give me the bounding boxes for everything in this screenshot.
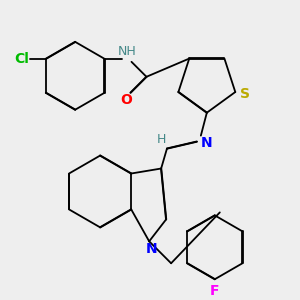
Text: H: H [156, 133, 166, 146]
Text: N: N [146, 242, 157, 256]
Text: Cl: Cl [14, 52, 29, 66]
Text: F: F [210, 284, 220, 298]
Text: NH: NH [118, 45, 137, 58]
Text: N: N [201, 136, 213, 150]
Text: O: O [121, 93, 132, 107]
Text: S: S [240, 87, 250, 101]
